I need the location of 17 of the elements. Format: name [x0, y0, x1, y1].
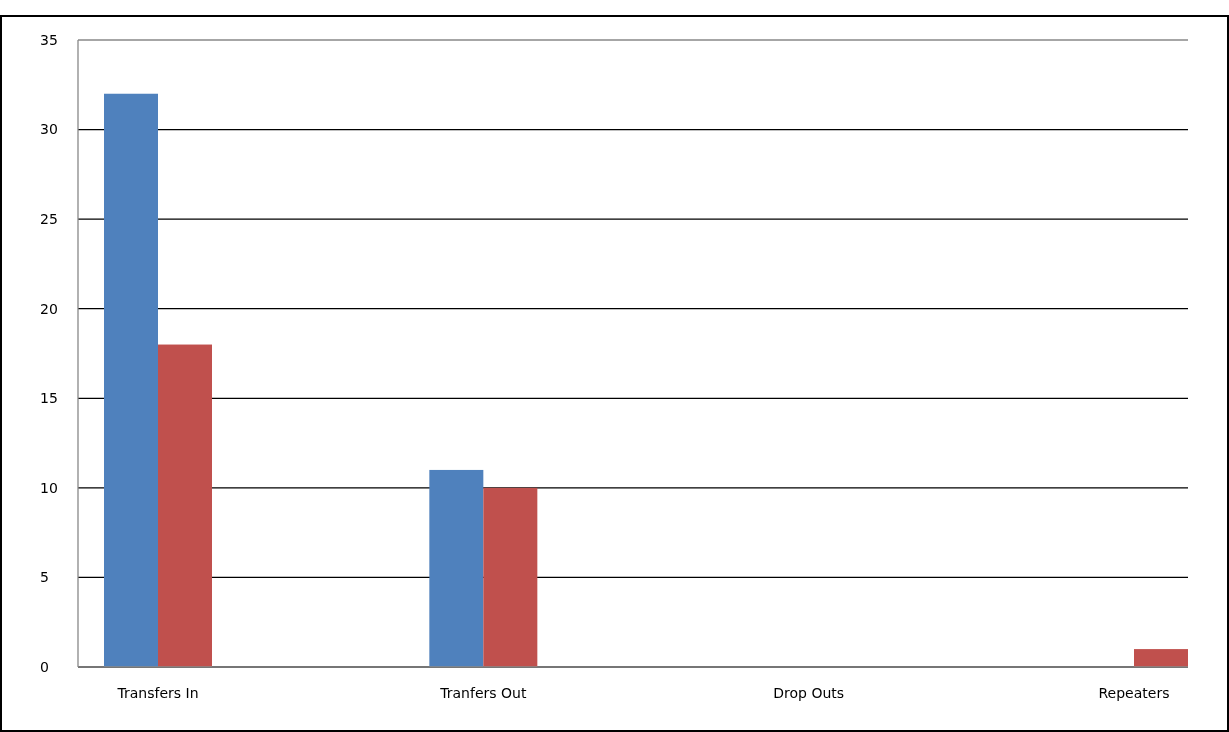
- y-tick-label: 35: [40, 31, 58, 48]
- x-tick-label: Drop Outs: [773, 685, 845, 701]
- bar: [158, 344, 212, 667]
- y-tick-label: 0: [40, 658, 49, 675]
- x-tick-label: Repeaters: [1098, 685, 1170, 701]
- bar: [429, 469, 484, 667]
- y-tick-label: 5: [40, 569, 49, 586]
- y-tick-label: 20: [40, 300, 58, 317]
- bar: [1134, 649, 1188, 667]
- y-tick-label: 30: [40, 121, 58, 138]
- bar: [104, 93, 158, 667]
- y-tick-label: 15: [40, 390, 58, 407]
- x-tick-label: Tranfers Out: [439, 685, 527, 701]
- y-tick-label: 25: [40, 211, 58, 228]
- bar: [483, 487, 538, 667]
- x-tick-label: Transfers In: [116, 685, 199, 701]
- y-tick-label: 10: [40, 479, 58, 496]
